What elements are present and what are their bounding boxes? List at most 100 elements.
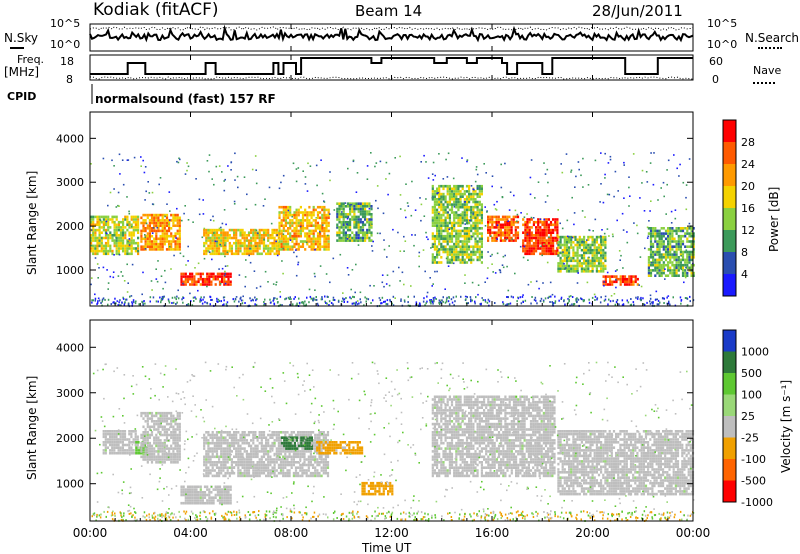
- ground-scatter: [174, 296, 176, 299]
- echo-scatter: [401, 271, 404, 274]
- echo-cell: [235, 450, 238, 453]
- echo-scatter: [584, 216, 586, 218]
- ground-scatter: [465, 298, 467, 301]
- echo-cell: [226, 461, 229, 464]
- echo-cell: [662, 253, 665, 256]
- echo-scatter: [664, 278, 666, 280]
- echo-cell: [243, 458, 246, 461]
- echo-cell: [150, 229, 154, 233]
- echo-scatter: [379, 160, 382, 163]
- ground-scatter: [575, 299, 577, 302]
- echo-scatter: [399, 194, 402, 196]
- echo-cell: [436, 203, 439, 206]
- echo-cell: [155, 232, 158, 235]
- echo-cell: [115, 231, 118, 234]
- echo-cell: [222, 466, 225, 469]
- echo-cell: [438, 232, 441, 235]
- echo-cell: [172, 224, 175, 227]
- echo-scatter: [299, 225, 302, 228]
- echo-scatter: [255, 245, 257, 248]
- echo-cell: [499, 231, 502, 234]
- echo-scatter: [351, 269, 354, 271]
- ground-scatter: [264, 298, 266, 301]
- echo-scatter: [175, 237, 177, 239]
- echo-cell: [226, 450, 229, 453]
- ground-scatter: [435, 298, 437, 300]
- echo-cell: [233, 252, 236, 256]
- echo-cell: [438, 195, 441, 198]
- echo-cell: [228, 447, 231, 450]
- echo-cell: [128, 451, 131, 455]
- echo-cell: [591, 235, 594, 239]
- echo-cell: [470, 211, 473, 214]
- echo-cell: [321, 245, 324, 248]
- echo-cell: [537, 218, 540, 221]
- echo-cell: [262, 234, 266, 237]
- echo-cell: [117, 438, 120, 441]
- echo-cell: [512, 218, 515, 221]
- nave-label: Nave: [753, 64, 782, 77]
- echo-scatter: [431, 285, 433, 287]
- echo-cell: [128, 220, 131, 224]
- echo-cell: [539, 228, 542, 232]
- echo-cell: [342, 218, 345, 221]
- echo-cell: [155, 240, 158, 243]
- echo-cell: [545, 249, 548, 253]
- echo-cell: [453, 203, 456, 206]
- ground-scatter: [680, 302, 682, 305]
- echo-cell: [203, 439, 206, 442]
- echo-cell: [583, 267, 586, 270]
- ground-scatter: [194, 296, 196, 299]
- echo-scatter: [130, 295, 133, 297]
- echo-cell: [669, 234, 672, 238]
- echo-cell: [130, 249, 133, 253]
- echo-cell: [146, 450, 149, 453]
- echo-cell: [221, 501, 224, 505]
- echo-scatter: [394, 157, 396, 159]
- echo-cell: [150, 240, 154, 243]
- echo-cell: [664, 229, 668, 233]
- echo-cell: [205, 249, 208, 253]
- echo-scatter: [534, 197, 536, 199]
- echo-cell: [174, 458, 177, 461]
- echo-cell: [476, 213, 479, 217]
- echo-cell: [465, 248, 469, 251]
- echo-cell: [273, 244, 276, 248]
- echo-cell: [453, 221, 456, 225]
- echo-cell: [468, 227, 471, 230]
- echo-scatter: [316, 184, 318, 187]
- echo-cell: [552, 239, 555, 242]
- echo-cell: [215, 441, 219, 445]
- echo-cell: [480, 211, 483, 214]
- echo-cell: [344, 236, 347, 240]
- echo-scatter: [297, 261, 300, 264]
- echo-cell: [476, 256, 479, 259]
- echo-cell: [563, 254, 566, 257]
- echo-cell: [90, 239, 93, 242]
- echo-cell: [235, 249, 238, 253]
- echo-cell: [459, 213, 462, 217]
- echo-scatter: [336, 227, 338, 229]
- echo-cell: [565, 251, 569, 255]
- echo-cell: [247, 241, 251, 245]
- echo-scatter: [609, 158, 612, 161]
- echo-scatter: [608, 193, 611, 196]
- echo-scatter: [504, 254, 506, 257]
- echo-cell: [211, 441, 214, 445]
- echo-cell: [532, 241, 535, 245]
- echo-cell: [587, 243, 590, 247]
- echo-scatter: [566, 235, 569, 238]
- echo-cell: [600, 238, 603, 241]
- echo-cell: [203, 463, 206, 467]
- echo-cell: [501, 218, 505, 221]
- echo-scatter: [385, 161, 388, 164]
- echo-cell: [448, 232, 451, 235]
- echo-scatter: [453, 195, 455, 198]
- echo-cell: [287, 221, 290, 225]
- echo-cell: [480, 253, 483, 256]
- echo-cell: [453, 184, 456, 188]
- echo-cell: [289, 208, 292, 212]
- echo-cell: [619, 275, 622, 278]
- echo-cell: [161, 229, 164, 233]
- echo-cell: [241, 474, 244, 478]
